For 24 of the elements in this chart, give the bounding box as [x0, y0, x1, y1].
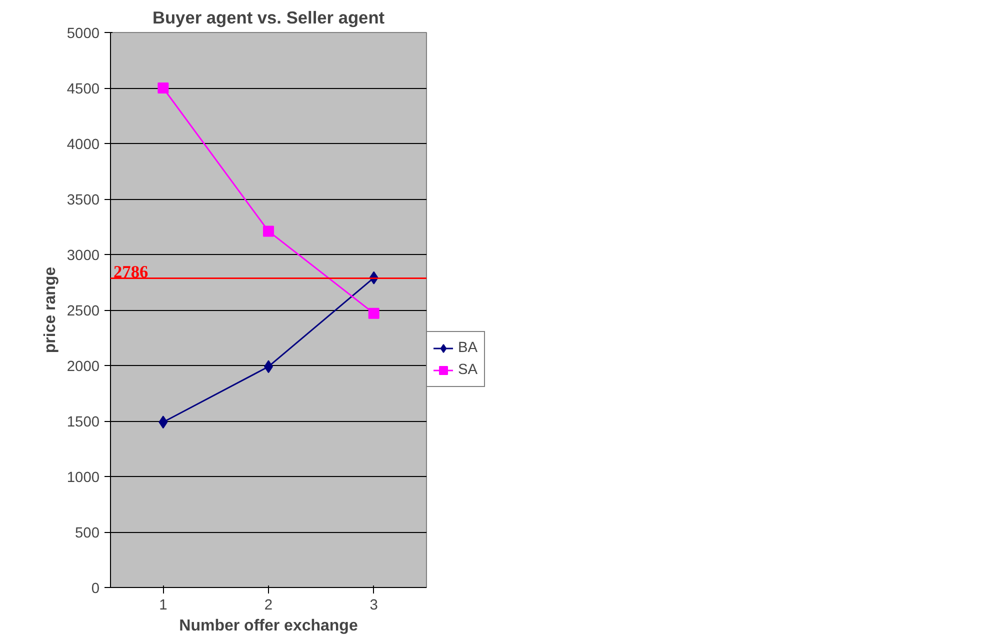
y-tick-label: 3500: [66, 192, 100, 208]
y-tick-label: 2500: [66, 304, 100, 320]
ref-line-label: 2786: [114, 262, 148, 282]
point: [158, 416, 168, 429]
y-tick-label: 3000: [66, 248, 100, 264]
point: [158, 82, 169, 94]
legend-label: SA: [458, 362, 478, 378]
y-tick-label: 2000: [66, 359, 100, 375]
y-axis-title: price range: [42, 266, 59, 354]
x-tick-label: 2: [264, 598, 273, 614]
y-tick-label: 0: [91, 581, 100, 597]
chart-title: Buyer agent vs. Seller agent: [152, 8, 385, 28]
y-tick-label: 4000: [66, 137, 100, 153]
y-tick-label: 5000: [66, 26, 100, 42]
y-tick-label: 500: [75, 526, 100, 542]
point: [368, 308, 380, 319]
y-tick-label: 1500: [66, 414, 100, 430]
point: [263, 226, 274, 237]
legend-label: BA: [458, 340, 478, 356]
y-tick-label: 4500: [66, 82, 100, 98]
y-tick-label: 1000: [66, 470, 100, 486]
x-tick-label: 1: [159, 598, 168, 614]
x-axis-title: Number offer exchange: [179, 618, 358, 634]
x-tick-label: 3: [370, 598, 378, 614]
